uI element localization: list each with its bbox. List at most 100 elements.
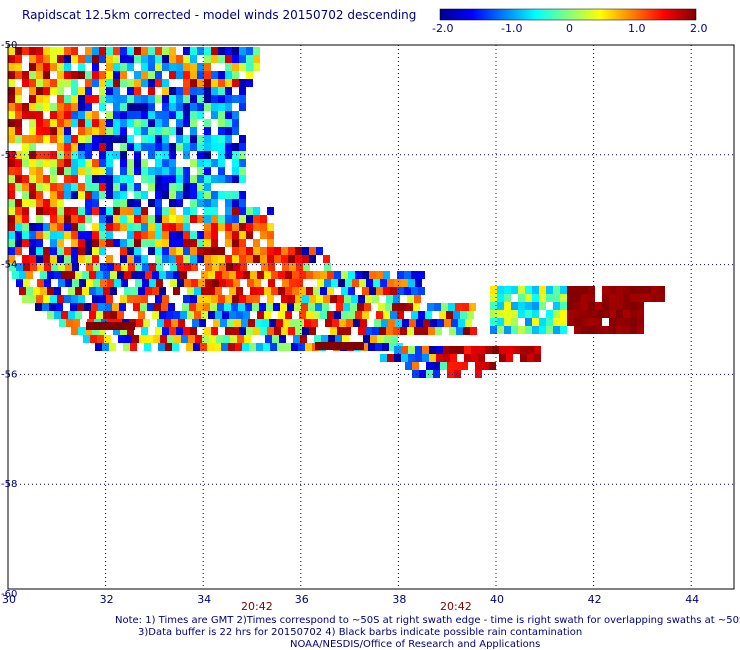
wind-cell (176, 199, 183, 207)
wind-cell (553, 302, 560, 310)
wind-cell (141, 215, 148, 223)
wind-cell (218, 95, 225, 103)
wind-cell (225, 239, 232, 247)
wind-cell (64, 71, 71, 79)
wind-cell (183, 47, 190, 55)
wind-cell (309, 295, 316, 303)
wind-cell (85, 191, 92, 199)
wind-cell (132, 335, 139, 343)
wind-cell (22, 47, 29, 55)
wind-cell (66, 319, 73, 327)
wind-cell (162, 207, 169, 215)
wind-cell (240, 263, 247, 271)
wind-cell (8, 239, 15, 247)
wind-cell (190, 143, 197, 151)
wind-cell (204, 231, 211, 239)
wind-cell (574, 286, 581, 294)
wind-cell (162, 119, 169, 127)
wind-cell (8, 199, 15, 207)
wind-cell (408, 279, 415, 287)
wind-cell (176, 191, 183, 199)
wind-cell (395, 319, 402, 327)
wind-cell (372, 327, 379, 335)
wind-cell (433, 362, 440, 370)
wind-cell (8, 255, 15, 263)
wind-cell (252, 303, 259, 311)
wind-cell (71, 191, 78, 199)
wind-cell (78, 103, 85, 111)
wind-cell (560, 302, 567, 310)
wind-cell (236, 311, 243, 319)
wind-cell (239, 79, 246, 87)
wind-cell (162, 87, 169, 95)
wind-cell (183, 143, 190, 151)
wind-cell (323, 295, 330, 303)
wind-cell (99, 167, 106, 175)
wind-cell (99, 327, 106, 335)
wind-cell (288, 247, 295, 255)
wind-cell (471, 346, 478, 354)
wind-cell (385, 303, 392, 311)
wind-cell (437, 319, 444, 327)
wind-cell (595, 302, 602, 310)
wind-cell (225, 199, 232, 207)
wind-cell (567, 310, 574, 318)
wind-cell (99, 119, 106, 127)
colorbar-label: 2.0 (690, 22, 708, 35)
wind-cell (278, 287, 285, 295)
wind-cell (366, 279, 373, 287)
wind-cell (249, 343, 256, 351)
wind-cell (239, 215, 246, 223)
wind-cell (15, 111, 22, 119)
wind-cell (246, 295, 253, 303)
wind-cell (15, 135, 22, 143)
wind-cell (212, 279, 219, 287)
x-tick-label: 32 (100, 593, 114, 606)
wind-cell (85, 199, 92, 207)
wind-cell (162, 111, 169, 119)
wind-cell (402, 319, 409, 327)
wind-cell (176, 87, 183, 95)
wind-cell (78, 143, 85, 151)
wind-cell (148, 111, 155, 119)
wind-cell (16, 279, 23, 287)
wind-cell (534, 354, 541, 362)
wind-cell (423, 319, 430, 327)
wind-cell (211, 215, 218, 223)
wind-cell (29, 127, 36, 135)
wind-cell (194, 311, 201, 319)
wind-cell (169, 231, 176, 239)
wind-cell (162, 55, 169, 63)
wind-cell (455, 303, 462, 311)
wind-cell (70, 303, 77, 311)
wind-cell (86, 279, 93, 287)
wind-cell (169, 159, 176, 167)
wind-cell (176, 55, 183, 63)
wind-cell (141, 71, 148, 79)
wind-cell (267, 207, 274, 215)
wind-cell (106, 47, 113, 55)
wind-cell (211, 223, 218, 231)
wind-cell (85, 167, 92, 175)
wind-cell (123, 343, 130, 351)
wind-cell (162, 215, 169, 223)
wind-cell (134, 103, 141, 111)
wind-cell (453, 311, 460, 319)
wind-cell (148, 151, 155, 159)
wind-cell (92, 239, 99, 247)
wind-cell (22, 103, 29, 111)
wind-cell (362, 311, 369, 319)
wind-cell (127, 255, 134, 263)
wind-cell (253, 223, 260, 231)
wind-cell (77, 303, 84, 311)
wind-cell (332, 319, 339, 327)
wind-cell (64, 247, 71, 255)
wind-cell (155, 167, 162, 175)
wind-cell (22, 215, 29, 223)
wind-cell (183, 215, 190, 223)
wind-cell (209, 335, 216, 343)
footnote-line: 3)Data buffer is 22 hrs for 20150702 4) … (138, 627, 583, 638)
wind-cell (176, 127, 183, 135)
wind-cell (169, 327, 176, 335)
wind-cell (106, 239, 113, 247)
